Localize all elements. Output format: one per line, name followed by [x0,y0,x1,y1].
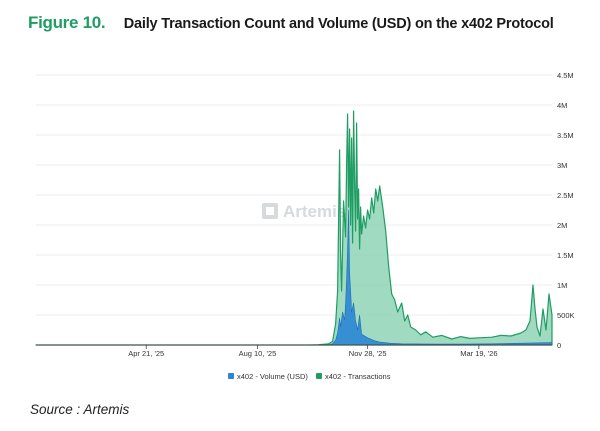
artemis-logo-icon-inner [266,207,274,215]
legend-volume-swatch [228,373,234,379]
legend-transactions-label: x402 - Transactions [325,372,391,381]
figure-label: Figure 10. [28,13,106,32]
y-tick-label-9: 4.5M [557,71,574,80]
figure-title: Daily Transaction Count and Volume (USD)… [123,16,554,32]
gridlines [36,74,552,316]
y-tick-label-3: 1.5M [557,251,574,260]
y-tick-label-8: 4M [557,101,567,110]
artemis-watermark: Artemis [262,202,346,221]
y-tick-label-2: 1M [557,281,567,290]
x-tick-label-3: Mar 19, '26 [460,349,497,358]
y-tick-label-7: 3.5M [557,131,574,140]
x-tick-label-1: Aug 10, '25 [239,349,277,358]
series-volume-area [35,209,553,346]
legend-transactions-swatch [316,373,322,379]
x-tick-label-2: Nov 28, '25 [349,349,387,358]
x-tick-label-0: Apr 21, '25 [128,349,164,358]
legend-volume-label: x402 - Volume (USD) [237,372,308,381]
legend: x402 - Volume (USD) x402 - Transactions [228,372,391,381]
figure-header: Figure 10. Daily Transaction Count and V… [28,13,554,33]
y-tick-label-6: 3M [557,161,567,170]
y-tick-label-0: 0 [557,341,561,350]
y-tick-label-5: 2.5M [557,191,574,200]
y-tick-label-1: 500K [557,311,575,320]
watermark-text: Artemis [283,202,346,221]
series-layer [35,110,553,346]
axes: 0 500K 1M 1.5M 2M 2.5M 3M 3.5M 4M 4.5M Apr 21, '25… [36,71,575,358]
series-transactions-area [35,110,553,346]
source-note: Source : Artemis [30,402,130,417]
transaction-volume-chart: Artemis 0 500K 1M 1.5M 2M 2.5M 3M 3.5M 4M 4.5M Apr… [35,71,575,381]
y-tick-label-4: 2M [557,221,567,230]
